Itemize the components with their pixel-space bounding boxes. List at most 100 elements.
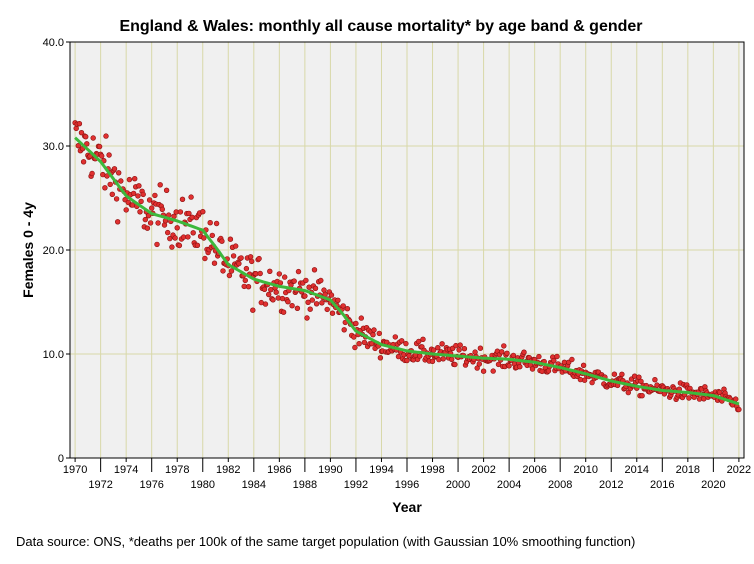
x-axis-title: Year [392,499,422,515]
y-tick-label: 0 [58,453,64,465]
data-point [169,244,175,250]
data-point [289,303,295,309]
data-point [581,377,588,383]
data-point [277,280,284,286]
x-tick-label: 2008 [548,479,572,491]
x-tick-label: 1988 [293,479,317,491]
data-point [341,327,347,333]
data-point [190,230,196,236]
data-point [280,309,287,315]
data-point [440,356,446,362]
data-point [420,336,426,342]
data-point [249,258,255,265]
x-tick-label: 1982 [216,464,240,476]
data-point [517,364,523,370]
y-tick-label: 40.0 [43,37,64,49]
data-point [551,357,557,364]
data-point [147,220,154,226]
data-point [163,187,170,194]
x-tick-label: 2016 [650,479,674,491]
data-point [106,152,112,158]
data-point [261,286,268,292]
data-point [111,166,118,172]
smoothing-line [74,136,740,406]
data-point [340,303,346,309]
data-point [201,235,207,241]
x-tick-label: 1992 [344,479,368,491]
data-point [545,368,552,374]
data-point [200,209,206,215]
data-point [276,271,282,277]
data-point [403,340,409,347]
data-point [370,332,376,338]
data-point [230,253,237,259]
x-tick-label: 1974 [114,464,138,476]
data-point [313,301,320,307]
data-point [536,353,542,360]
x-tick-label: 2022 [727,464,751,476]
data-point [501,343,507,349]
data-point [172,235,178,241]
data-point [155,220,161,226]
x-tick-label: 2020 [701,479,725,491]
data-point [490,368,496,374]
data-point [78,130,85,136]
data-point [75,143,82,149]
data-point [157,182,163,188]
data-point [358,315,364,321]
x-tick-label: 2014 [625,464,649,476]
data-point [149,205,155,211]
x-tick-label: 1996 [395,479,419,491]
data-point [84,141,90,147]
data-point [257,270,263,277]
data-point [176,242,183,249]
x-tick-label: 2000 [446,479,470,491]
data-point [102,185,108,191]
data-point [638,378,644,385]
axes: 1970 1974 1978 1982 1986 1990 1994 1998 2002 2006… [43,37,752,491]
data-point [377,355,384,361]
data-point [270,297,276,303]
data-point [456,347,462,353]
data-point [636,374,642,380]
data-point [219,238,225,244]
data-point [529,366,536,372]
data-point [352,344,358,351]
data-point [247,254,254,260]
x-tick-label: 2012 [599,479,623,491]
data-point [211,260,218,266]
data-point [371,327,377,333]
x-tick-label: 1980 [191,479,215,491]
data-point [115,170,122,176]
x-tick-label: 1986 [267,464,291,476]
data-point [652,377,658,383]
data-point [136,183,142,189]
data-point [344,306,351,312]
data-point [82,134,89,140]
data-point [132,176,138,182]
data-point [295,268,302,275]
data-point [107,181,113,188]
data-point [220,268,226,274]
data-point [436,356,442,363]
data-point [504,350,510,356]
data-point [395,353,402,360]
data-point [452,361,458,368]
data-point [329,310,336,316]
x-tick-label: 1990 [318,464,342,476]
data-point [499,349,505,355]
data-point [439,341,445,347]
data-point [291,278,297,284]
data-point [233,243,239,249]
data-point [80,159,87,165]
data-point [96,143,103,150]
data-point [554,353,560,360]
y-axis-title: Females 0 - 4y [20,202,36,298]
data-point [580,362,587,368]
data-point [611,371,618,377]
data-point [309,297,315,303]
data-point [194,242,201,249]
data-point [226,272,233,279]
